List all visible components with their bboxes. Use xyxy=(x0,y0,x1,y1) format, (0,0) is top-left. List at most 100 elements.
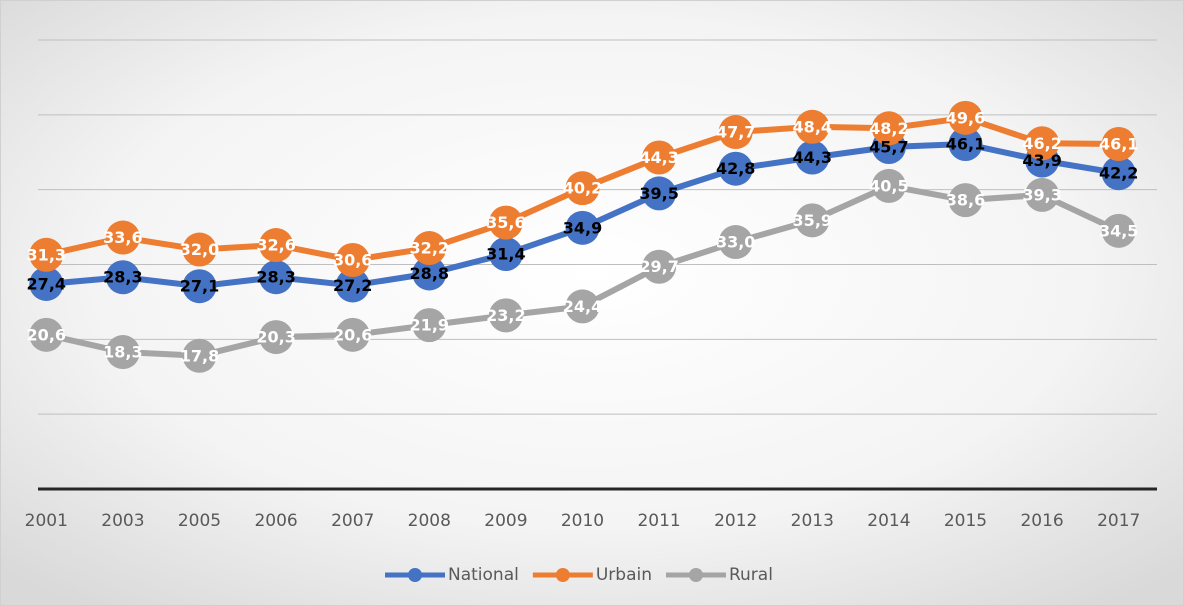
data-label: 29,7 xyxy=(639,257,678,276)
marker xyxy=(335,243,370,278)
marker xyxy=(105,260,140,295)
marker xyxy=(718,115,753,150)
marker xyxy=(565,289,600,324)
data-label: 31,3 xyxy=(27,245,66,264)
data-label: 31,4 xyxy=(486,245,525,264)
data-label: 18,3 xyxy=(103,343,142,362)
marker xyxy=(948,183,983,218)
data-label: 46,1 xyxy=(1099,135,1138,154)
marker xyxy=(105,220,140,255)
marker xyxy=(871,168,906,203)
x-tick-label: 2013 xyxy=(791,511,834,531)
data-label: 48,4 xyxy=(793,117,832,136)
x-tick-label: 2017 xyxy=(1097,511,1140,531)
marker xyxy=(795,203,830,238)
x-tick-label: 2008 xyxy=(408,511,451,531)
marker xyxy=(259,260,294,295)
marker xyxy=(29,266,64,301)
marker xyxy=(642,249,677,284)
data-label: 28,3 xyxy=(256,268,295,287)
marker xyxy=(488,298,523,333)
x-tick-label: 2005 xyxy=(178,511,221,531)
data-label: 35,9 xyxy=(793,211,832,230)
data-label: 39,3 xyxy=(1022,185,1061,204)
data-label: 20,3 xyxy=(256,328,295,347)
data-label: 20,6 xyxy=(27,325,66,344)
marker xyxy=(488,205,523,240)
marker xyxy=(412,256,447,291)
x-axis: 2001 2003 2005 2006 2007 2008 2009 2010 2011 2012… xyxy=(25,487,1157,531)
data-label: 44,3 xyxy=(793,148,832,167)
data-label: 17,8 xyxy=(180,346,219,365)
x-tick-label: 2001 xyxy=(25,511,68,531)
x-tick-label: 2003 xyxy=(101,511,144,531)
data-label: 39,5 xyxy=(639,184,678,203)
data-label: 27,1 xyxy=(180,277,219,296)
marker xyxy=(335,268,370,303)
marker xyxy=(412,308,447,343)
x-tick-label: 2006 xyxy=(254,511,297,531)
data-label: 32,0 xyxy=(180,240,219,259)
marker xyxy=(412,231,447,266)
data-label: 42,2 xyxy=(1099,164,1138,183)
marker xyxy=(795,140,830,175)
marker xyxy=(259,228,294,263)
marker xyxy=(718,151,753,186)
legend-label: National xyxy=(448,565,519,585)
x-tick-label: 2010 xyxy=(561,511,604,531)
marker xyxy=(642,140,677,175)
data-label: 20,6 xyxy=(333,325,372,344)
x-tick-label: 2012 xyxy=(714,511,757,531)
grid xyxy=(38,39,1157,415)
data-label: 45,7 xyxy=(869,138,908,157)
marker xyxy=(795,109,830,144)
legend-marker xyxy=(688,568,703,582)
marker xyxy=(718,225,753,260)
marker xyxy=(29,237,64,272)
data-label: 43,9 xyxy=(1022,151,1061,170)
legend-marker xyxy=(555,568,570,582)
marker xyxy=(1101,156,1136,191)
marker xyxy=(182,232,217,267)
data-label: 30,6 xyxy=(333,251,372,270)
data-label: 28,8 xyxy=(410,264,449,283)
data-label: 49,6 xyxy=(946,108,985,127)
data-label: 46,1 xyxy=(946,135,985,154)
data-label: 33,6 xyxy=(103,228,142,247)
x-tick-label: 2016 xyxy=(1020,511,1063,531)
legend-label: Rural xyxy=(729,565,773,585)
x-tick-label: 2007 xyxy=(331,511,374,531)
legend-marker xyxy=(408,568,422,582)
marker xyxy=(565,210,600,245)
marker xyxy=(335,317,370,352)
x-tick-label: 2011 xyxy=(637,511,680,531)
marker xyxy=(1025,126,1060,161)
data-label: 34,5 xyxy=(1099,221,1138,240)
data-label: 40,5 xyxy=(869,176,908,195)
marker xyxy=(488,237,523,272)
data-label: 32,2 xyxy=(410,239,449,258)
legend: National Urbain Rural xyxy=(385,565,773,585)
data-label: 33,0 xyxy=(716,233,755,252)
x-tick-label: 2015 xyxy=(944,511,987,531)
data-labels: 27,4 28,3 27,1 28,3 27,2 28,8 31,4 34,9 39,5 42,8… xyxy=(27,108,1139,365)
data-label: 34,9 xyxy=(563,218,602,237)
marker xyxy=(871,111,906,146)
marker xyxy=(182,269,217,304)
data-label: 40,2 xyxy=(563,179,602,198)
data-label: 44,3 xyxy=(639,148,678,167)
marker xyxy=(948,127,983,162)
marker xyxy=(29,317,64,352)
data-label: 28,3 xyxy=(103,268,142,287)
marker xyxy=(565,171,600,206)
markers xyxy=(29,100,1136,373)
data-label: 47,7 xyxy=(716,123,755,142)
x-tick-label: 2014 xyxy=(867,511,910,531)
marker xyxy=(642,176,677,211)
data-label: 21,9 xyxy=(410,316,449,335)
data-label: 23,2 xyxy=(486,306,525,325)
data-label: 42,8 xyxy=(716,159,755,178)
data-label: 46,2 xyxy=(1022,134,1061,153)
